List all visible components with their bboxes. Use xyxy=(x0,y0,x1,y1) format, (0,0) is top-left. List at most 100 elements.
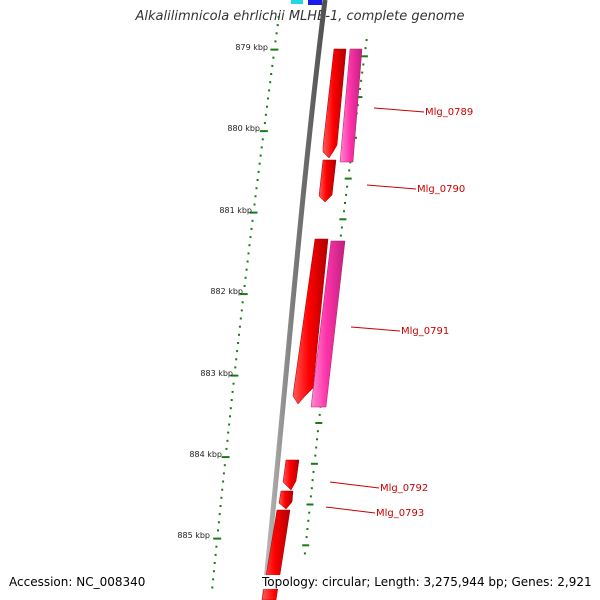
left-track-minor-tick xyxy=(274,40,277,43)
right-track-minor-tick xyxy=(362,63,365,66)
left-track-minor-tick xyxy=(223,464,226,467)
leader-line-mlg-0793 xyxy=(325,506,376,514)
right-track-minor-tick xyxy=(318,413,321,416)
leader-line-mlg-0791 xyxy=(350,326,401,332)
left-track-major-tick xyxy=(239,293,248,296)
right-track-major-tick xyxy=(355,96,363,99)
left-track-minor-tick xyxy=(232,382,235,385)
right-track-minor-tick xyxy=(305,536,308,539)
left-track-minor-tick xyxy=(244,276,247,279)
left-track-minor-tick xyxy=(225,447,228,450)
gene-arrow-mlg-0789[interactable] xyxy=(322,48,347,159)
left-track-minor-tick xyxy=(226,439,229,442)
left-track-minor-tick xyxy=(277,16,280,18)
right-track-minor-tick xyxy=(365,39,368,41)
left-track-minor-tick xyxy=(231,390,234,393)
scale-label-882: 882 kbp xyxy=(210,287,243,296)
left-track-minor-tick xyxy=(222,472,225,475)
left-track-minor-tick xyxy=(250,227,253,230)
left-track-minor-tick xyxy=(253,203,256,206)
left-track-minor-tick xyxy=(229,407,232,410)
left-track-minor-tick xyxy=(230,399,233,401)
left-track-minor-tick xyxy=(269,81,272,84)
partial-feature-cyan[interactable] xyxy=(291,0,303,4)
gene-label-mlg-0789[interactable]: Mlg_0789 xyxy=(425,107,473,118)
left-track-minor-tick xyxy=(251,219,254,222)
left-track-minor-tick xyxy=(217,529,219,532)
leader-line-mlg-0792 xyxy=(329,481,380,489)
scale-label-880: 880 kbp xyxy=(227,124,260,133)
left-track-minor-tick xyxy=(222,480,225,483)
left-track-minor-tick xyxy=(248,244,251,247)
left-track-minor-tick xyxy=(271,64,274,67)
right-track-major-tick xyxy=(310,462,318,465)
scale-label-884: 884 kbp xyxy=(189,450,222,459)
gene-label-mlg-0790[interactable]: Mlg_0790 xyxy=(417,184,465,195)
right-track-minor-tick xyxy=(343,210,345,213)
left-track-minor-tick xyxy=(258,162,261,165)
gene-mlg-0792[interactable] xyxy=(282,459,300,491)
partial-feature-blue[interactable] xyxy=(308,0,322,5)
left-track-minor-tick xyxy=(227,431,230,434)
right-track-major-tick xyxy=(360,55,368,58)
right-track-minor-tick xyxy=(309,495,312,498)
right-track-minor-tick xyxy=(311,479,314,482)
gene-label-mlg-0793[interactable]: Mlg_0793 xyxy=(376,508,424,519)
gene-arrow-mlg-0792[interactable] xyxy=(282,459,300,491)
right-track-minor-tick xyxy=(306,528,309,530)
left-track-minor-tick xyxy=(272,56,275,59)
left-track-minor-tick xyxy=(270,73,273,75)
right-track-minor-tick xyxy=(349,161,352,164)
left-track-minor-tick xyxy=(217,521,220,524)
right-track-minor-tick xyxy=(312,470,315,473)
gene-arrow-mlg-0793[interactable] xyxy=(278,490,294,510)
right-track-minor-tick xyxy=(364,47,367,50)
left-track-minor-tick xyxy=(260,146,263,149)
right-track-minor-tick xyxy=(348,169,351,172)
left-track-major-tick xyxy=(230,374,239,377)
left-track-minor-tick xyxy=(263,122,266,124)
scale-label-881: 881 kbp xyxy=(219,206,252,215)
right-track-minor-tick xyxy=(361,71,364,74)
left-track-minor-tick xyxy=(239,317,242,320)
right-track-major-tick xyxy=(306,503,314,506)
right-track-minor-tick xyxy=(307,519,310,522)
gene-label-mlg-0791[interactable]: Mlg_0791 xyxy=(401,326,449,337)
right-track-minor-tick xyxy=(339,234,342,237)
gene-mlg-0789[interactable] xyxy=(322,48,363,163)
left-track-minor-tick xyxy=(247,252,250,255)
left-track-minor-tick xyxy=(211,586,214,589)
gene-arrow-mlg-0790[interactable] xyxy=(318,159,337,203)
left-track-minor-tick xyxy=(246,260,249,263)
left-track-minor-tick xyxy=(255,187,258,190)
right-track-major-tick xyxy=(315,422,323,424)
leader-line-mlg-0790 xyxy=(366,184,417,190)
right-track-minor-tick xyxy=(316,430,319,433)
gene-mlg-0791[interactable] xyxy=(292,238,346,408)
scale-labels: 879 kbp 880 kbp 881 kbp 882 kbp 883 kbp … xyxy=(177,43,268,540)
left-track-major-tick xyxy=(249,211,258,214)
right-track-minor-tick xyxy=(340,226,343,229)
right-track-major-tick xyxy=(339,218,347,221)
right-track-minor-tick xyxy=(359,87,361,90)
left-track-minor-tick xyxy=(214,553,217,556)
tick-track-left xyxy=(211,16,280,589)
left-track-minor-tick xyxy=(235,358,238,361)
left-track-minor-tick xyxy=(234,366,237,369)
gene-arrow-mlg-0791[interactable] xyxy=(292,238,329,405)
left-track-minor-tick xyxy=(229,415,231,418)
gene-overlay-mlg-0791[interactable] xyxy=(310,240,346,408)
gene-overlay-mlg-0789[interactable] xyxy=(339,48,363,163)
left-track-major-tick xyxy=(259,130,268,133)
right-track-minor-tick xyxy=(314,454,317,457)
left-track-minor-tick xyxy=(256,179,259,181)
left-track-minor-tick xyxy=(243,285,246,287)
right-track-minor-tick xyxy=(303,552,306,555)
left-track-minor-tick xyxy=(213,562,216,564)
gene-label-mlg-0792[interactable]: Mlg_0792 xyxy=(380,483,428,494)
genome-backbone xyxy=(261,0,328,600)
right-track-major-tick xyxy=(344,177,352,180)
right-track-minor-tick xyxy=(346,185,349,188)
gene-mlg-0790[interactable] xyxy=(318,159,337,203)
